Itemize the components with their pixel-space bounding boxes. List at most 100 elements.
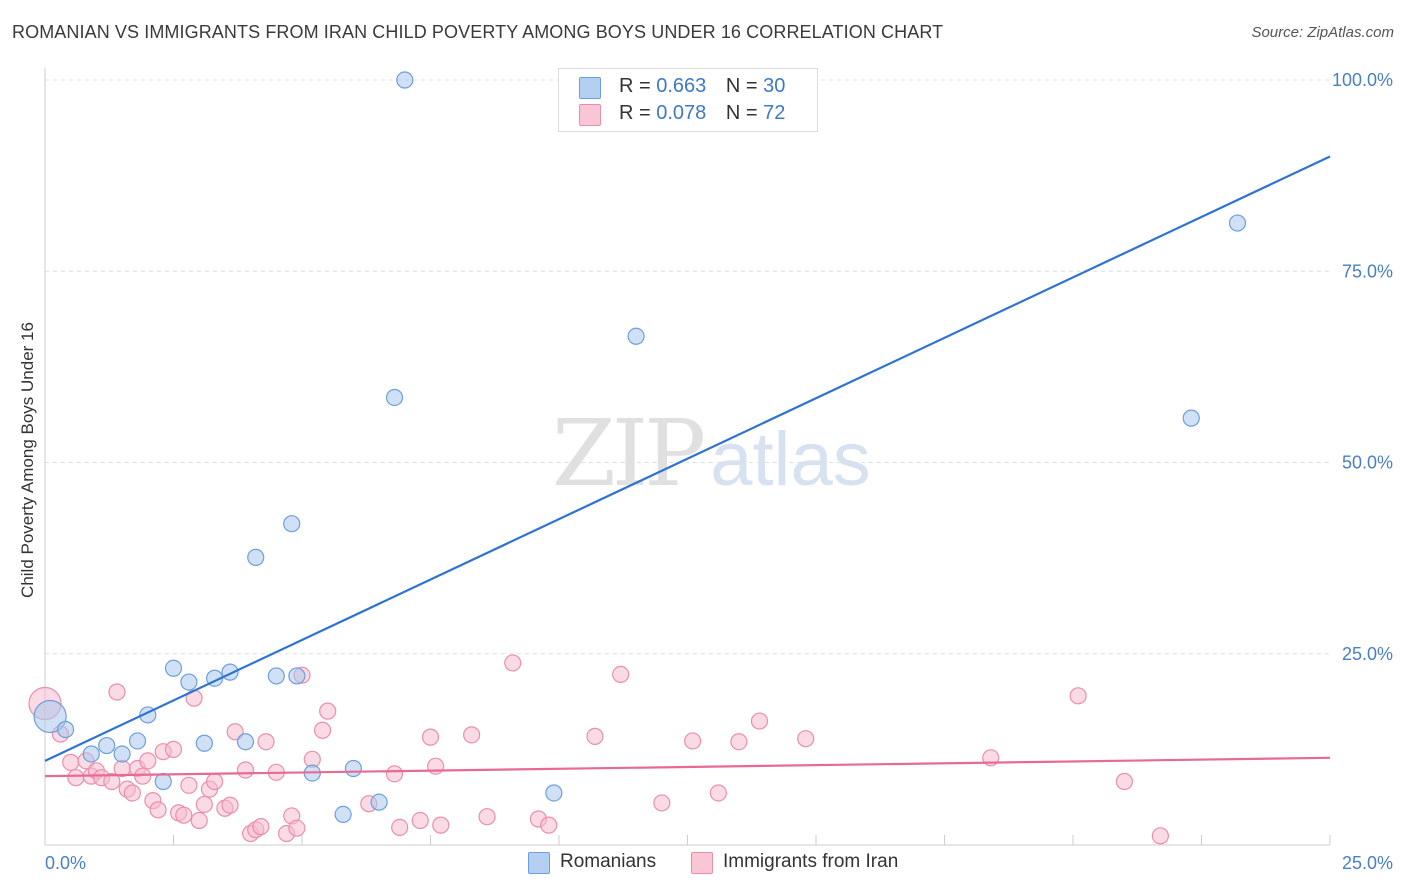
iran-point	[108, 683, 126, 701]
legend-row-iran: R = 0.078 N = 72	[579, 102, 785, 126]
iran-point	[164, 740, 183, 758]
iran-point	[504, 654, 522, 672]
x-tick-label: 0.0%	[45, 853, 86, 873]
romanian-point	[344, 759, 362, 778]
y-tick-label: 100.0%	[1332, 70, 1393, 90]
iran-point	[313, 721, 332, 739]
y-tick-label: 75.0%	[1342, 261, 1393, 281]
romanian-point	[236, 733, 255, 751]
romanians-swatch	[579, 77, 601, 99]
iran-point	[62, 753, 80, 771]
iran-point	[653, 794, 671, 812]
romanian-point	[1182, 409, 1200, 427]
romanian-point	[154, 772, 172, 791]
watermark: ZIP atlas	[552, 400, 871, 507]
romanian-point	[180, 673, 198, 691]
iran-point	[391, 818, 409, 837]
legend-item-iran[interactable]: Immigrants from Iran	[691, 851, 899, 874]
iran-point	[134, 767, 152, 785]
iran-point	[139, 752, 157, 770]
romanian-point	[267, 667, 285, 685]
legend-label-iran: Immigrants from Iran	[723, 851, 899, 872]
iran-point	[236, 761, 255, 779]
romanian-point	[128, 732, 147, 750]
iran-points	[28, 654, 1169, 845]
iran-point	[1069, 687, 1087, 705]
iran-swatch	[579, 104, 601, 126]
iran-point	[180, 776, 198, 794]
iran-point	[684, 732, 702, 750]
romanian-point	[164, 659, 183, 677]
iran-point	[1151, 827, 1169, 845]
legend-label-romanians: Romanians	[560, 851, 657, 872]
romanian-point	[113, 745, 131, 763]
grid-lines	[45, 79, 1330, 655]
iran-point	[190, 811, 208, 830]
r-label: R =	[619, 75, 651, 97]
romanians-swatch	[528, 852, 550, 874]
trend-lines	[44, 155, 1331, 778]
romanians-trend-line	[44, 155, 1331, 762]
iran-point	[67, 769, 85, 787]
romanian-point	[247, 548, 265, 566]
iran-point	[421, 728, 440, 746]
correlation-legend: R = 0.663 N = 30 R = 0.078 N = 72	[558, 68, 818, 132]
iran-point	[411, 811, 429, 830]
r-value: 0.663	[656, 75, 707, 97]
iran-point	[730, 733, 748, 751]
romanian-point	[288, 667, 306, 685]
n-value: 30	[763, 75, 786, 97]
r-label: R =	[619, 102, 651, 124]
r-value: 0.078	[656, 102, 707, 124]
romanian-point	[283, 515, 301, 533]
iran-point	[252, 818, 270, 836]
romanian-point	[1228, 214, 1247, 232]
iran-point	[257, 733, 275, 751]
watermark-atlas: atlas	[710, 417, 871, 502]
iran-point	[288, 819, 306, 837]
chart-title: ROMANIAN VS IMMIGRANTS FROM IRAN CHILD P…	[12, 22, 944, 42]
iran-swatch	[691, 852, 713, 874]
iran-point	[463, 726, 481, 744]
legend-item-romanians[interactable]: Romanians	[528, 851, 657, 874]
iran-point	[123, 784, 141, 802]
romanian-point	[385, 388, 404, 407]
romanian-point	[627, 327, 645, 345]
iran-point	[750, 712, 769, 730]
source-label: Source: ZipAtlas.com	[1251, 24, 1394, 41]
romanian-point	[195, 734, 213, 752]
iran-trend-line	[44, 756, 1331, 778]
iran-point	[175, 806, 193, 824]
romanian-point	[56, 720, 75, 739]
iran-point	[1115, 772, 1134, 791]
romanian-point	[545, 784, 563, 802]
iran-point	[612, 665, 630, 684]
legend-row-romanians: R = 0.663 N = 30	[579, 75, 786, 99]
iran-point	[540, 816, 558, 834]
iran-point	[226, 723, 244, 741]
romanian-points	[33, 71, 1247, 824]
iran-point	[709, 784, 727, 802]
iran-point	[797, 730, 815, 748]
romanian-point	[334, 805, 352, 824]
watermark-zip: ZIP	[552, 400, 706, 507]
romanian-point	[82, 745, 100, 763]
iran-point	[149, 801, 167, 819]
iran-point	[385, 765, 404, 783]
iran-point	[206, 772, 224, 791]
romanian-point	[370, 793, 388, 811]
iran-point	[103, 772, 121, 791]
x-tick-label: 25.0%	[1342, 853, 1393, 873]
romanian-point	[33, 699, 67, 734]
iran-point	[432, 816, 450, 834]
romanian-point	[98, 736, 116, 755]
n-label: N =	[725, 102, 758, 124]
romanian-point	[396, 71, 414, 89]
iran-point	[586, 727, 604, 745]
y-tick-label: 50.0%	[1342, 453, 1393, 473]
iran-point	[221, 796, 239, 814]
iran-point	[478, 808, 496, 826]
y-tick-label: 25.0%	[1342, 644, 1393, 664]
iran-point	[195, 795, 213, 814]
